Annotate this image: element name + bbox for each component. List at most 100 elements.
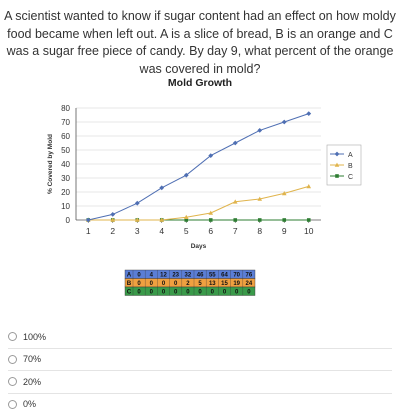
table-row-c — [124, 286, 256, 296]
table-cell: 0 — [223, 290, 227, 296]
series-b-point — [232, 199, 238, 204]
table-cell: 0 — [162, 290, 166, 296]
y-tick-label: 70 — [61, 118, 70, 127]
series-a-point — [110, 212, 116, 217]
table-cell: 12 — [160, 273, 167, 279]
legend-marker-a — [334, 151, 340, 157]
table-cell: 0 — [198, 290, 202, 296]
table-cell: 23 — [172, 273, 179, 279]
series-b-point — [110, 217, 116, 222]
x-tick-label: 6 — [208, 226, 213, 236]
series-a-point — [257, 128, 263, 133]
series-b-point — [159, 217, 165, 222]
y-tick-label: 80 — [61, 104, 70, 113]
table-cell: 4 — [150, 273, 154, 279]
radio-button[interactable] — [8, 354, 17, 364]
table-cell: 76 — [246, 273, 253, 279]
x-tick-label: 8 — [257, 226, 262, 236]
option-70-percent[interactable]: 70% — [8, 349, 392, 371]
series-b-point — [257, 196, 263, 201]
radio-button[interactable] — [8, 332, 17, 342]
x-tick-label: 1 — [86, 226, 91, 236]
option-label: 0% — [23, 399, 37, 410]
table-cell: 0 — [137, 281, 141, 287]
option-divider — [8, 347, 392, 349]
x-tick-label: 9 — [282, 226, 287, 236]
series-b-point — [183, 214, 189, 219]
series-c-point — [257, 218, 262, 222]
table-cell: 0 — [211, 290, 215, 296]
series-a-point — [281, 119, 287, 125]
series-a-point — [306, 111, 312, 116]
table-cell: 5 — [198, 281, 202, 287]
x-tick-label: 2 — [110, 226, 115, 236]
series-b-point — [306, 184, 312, 189]
table-cell: 0 — [174, 290, 178, 296]
table-cell: 0 — [235, 290, 239, 296]
option-label: 20% — [23, 376, 42, 387]
table-cell: 64 — [221, 273, 228, 279]
table-cell: 0 — [137, 273, 141, 279]
series-b-point — [208, 210, 214, 215]
table-cell: 13 — [209, 281, 216, 287]
table-cell: 0 — [186, 290, 190, 296]
option-label: 70% — [23, 354, 42, 365]
series-a-point — [232, 140, 238, 146]
radio-button[interactable] — [8, 399, 17, 409]
table-cell: 70 — [233, 273, 240, 279]
series-a-line — [88, 113, 309, 221]
table-cell: 0 — [247, 290, 251, 296]
legend-label-a: A — [348, 152, 353, 159]
x-tick-label: 7 — [233, 226, 238, 236]
y-tick-label: 40 — [61, 160, 70, 169]
table-row-label: C — [127, 289, 132, 296]
table-cell: 46 — [197, 273, 204, 279]
table-cell: 19 — [233, 281, 240, 287]
y-tick-label: 30 — [61, 174, 70, 183]
y-tick-label: 60 — [61, 132, 70, 141]
table-cell: 0 — [150, 290, 154, 296]
table-cell: 0 — [162, 281, 166, 287]
option-20-percent[interactable]: 20% — [8, 371, 392, 393]
answer-options: 100% 70% 20% 0% — [8, 326, 392, 415]
table-cell: 0 — [137, 290, 141, 296]
table-cell: 32 — [185, 273, 192, 279]
series-a-point — [208, 153, 214, 158]
series-a-point — [159, 185, 165, 191]
series-c-point — [282, 218, 287, 222]
series-b-point — [134, 217, 140, 222]
question-text: A scientist wanted to know if sugar cont… — [4, 9, 396, 76]
series-a-point — [183, 172, 189, 178]
series-a-point — [134, 200, 140, 206]
series-c-point — [233, 218, 238, 222]
table-cell: 2 — [186, 281, 190, 287]
table-row-label: A — [127, 272, 132, 279]
option-divider — [8, 370, 392, 371]
table-row-label: B — [127, 280, 132, 287]
y-axis-label: % Covered by Mold — [47, 134, 54, 194]
table-cell: 15 — [221, 281, 228, 287]
series-c-point — [208, 218, 213, 222]
series-b-line — [88, 185, 309, 221]
legend-label-b: B — [348, 163, 353, 170]
y-tick-label: 50 — [61, 146, 70, 155]
table-cell: 55 — [209, 273, 216, 279]
y-tick-label: 10 — [61, 202, 70, 211]
table-cell: 0 — [174, 281, 178, 287]
option-label: 100% — [23, 331, 47, 342]
y-tick-label: 0 — [66, 216, 71, 225]
legend-label-c: C — [348, 174, 353, 181]
legend-marker-b — [334, 162, 340, 167]
legend-marker-c — [335, 174, 339, 178]
x-tick-label: 10 — [304, 226, 314, 236]
table-cell: 24 — [246, 281, 253, 287]
radio-button[interactable] — [8, 377, 17, 387]
x-tick-label: 5 — [184, 226, 189, 236]
table-cell: 0 — [150, 281, 154, 287]
y-tick-label: 20 — [61, 188, 70, 197]
series-a-point — [85, 217, 91, 223]
option-100-percent[interactable]: 100% — [8, 326, 392, 348]
option-0-percent[interactable]: 0% — [8, 394, 392, 415]
series-b-point — [281, 191, 287, 196]
